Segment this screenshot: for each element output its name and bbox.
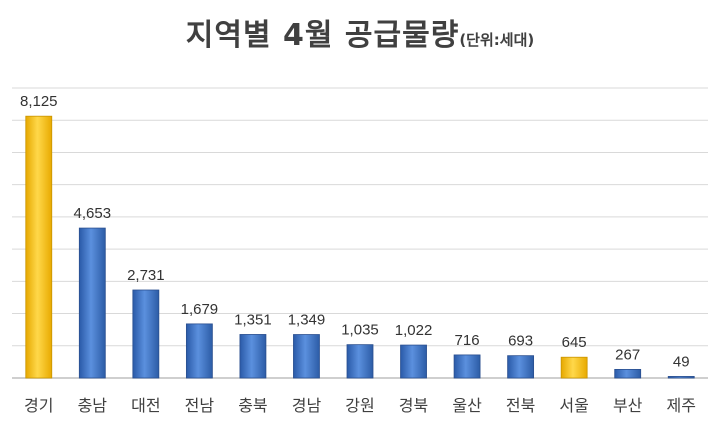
category-label: 대전: [131, 396, 160, 415]
value-label: 49: [673, 353, 690, 370]
value-label: 1,035: [341, 322, 379, 339]
value-label: 8,125: [20, 93, 58, 110]
bar-대전: [132, 289, 160, 379]
value-label: 693: [508, 333, 533, 350]
value-label: 2,731: [127, 267, 165, 284]
value-labels: 8,125 4,653 2,731 1,679 1,351 1,349 1,035 1,022…: [20, 93, 690, 370]
chart-title-main: 지역별 4월 공급물량: [185, 18, 460, 53]
bar-경기: [25, 115, 53, 379]
bar-전남: [185, 323, 213, 379]
bar-강원: [346, 344, 374, 379]
value-label: 267: [615, 346, 640, 363]
bar-경북: [400, 344, 427, 379]
category-label: 부산: [613, 396, 643, 415]
bar-제주: [667, 376, 695, 379]
chart-title: 지역별 4월 공급물량(단위:세대): [0, 10, 720, 54]
value-label: 1,351: [234, 311, 272, 328]
bar-울산: [453, 354, 481, 379]
value-label: 1,679: [181, 301, 219, 318]
bar-경남: [293, 334, 320, 379]
value-label: 716: [455, 332, 480, 349]
bar-서울: [560, 356, 588, 379]
bars: [25, 115, 695, 379]
chart-subtitle: (단위:세대): [459, 31, 535, 49]
category-label: 제주: [667, 396, 696, 415]
bar-충남: [78, 227, 106, 379]
category-label: 충북: [238, 396, 267, 415]
category-labels: 경기 충남 대전 전남 충북 경남 강원 경북 울산 전북 서울 부산 제주: [24, 396, 696, 415]
category-label: 강원: [345, 396, 374, 415]
value-label: 1,022: [395, 322, 433, 339]
bar-전북: [507, 355, 535, 379]
category-label: 울산: [452, 396, 482, 415]
category-label: 전북: [506, 396, 535, 415]
category-label: 전남: [185, 396, 215, 415]
category-label: 충남: [78, 396, 108, 415]
value-label: 645: [562, 334, 587, 351]
category-label: 경기: [24, 396, 53, 415]
value-label: 4,653: [74, 205, 112, 222]
category-label: 경북: [399, 396, 428, 415]
category-label: 서울: [559, 396, 588, 415]
category-label: 경남: [292, 396, 322, 415]
bar-충북: [239, 334, 267, 379]
bar-부산: [614, 368, 642, 379]
value-label: 1,349: [288, 312, 326, 329]
